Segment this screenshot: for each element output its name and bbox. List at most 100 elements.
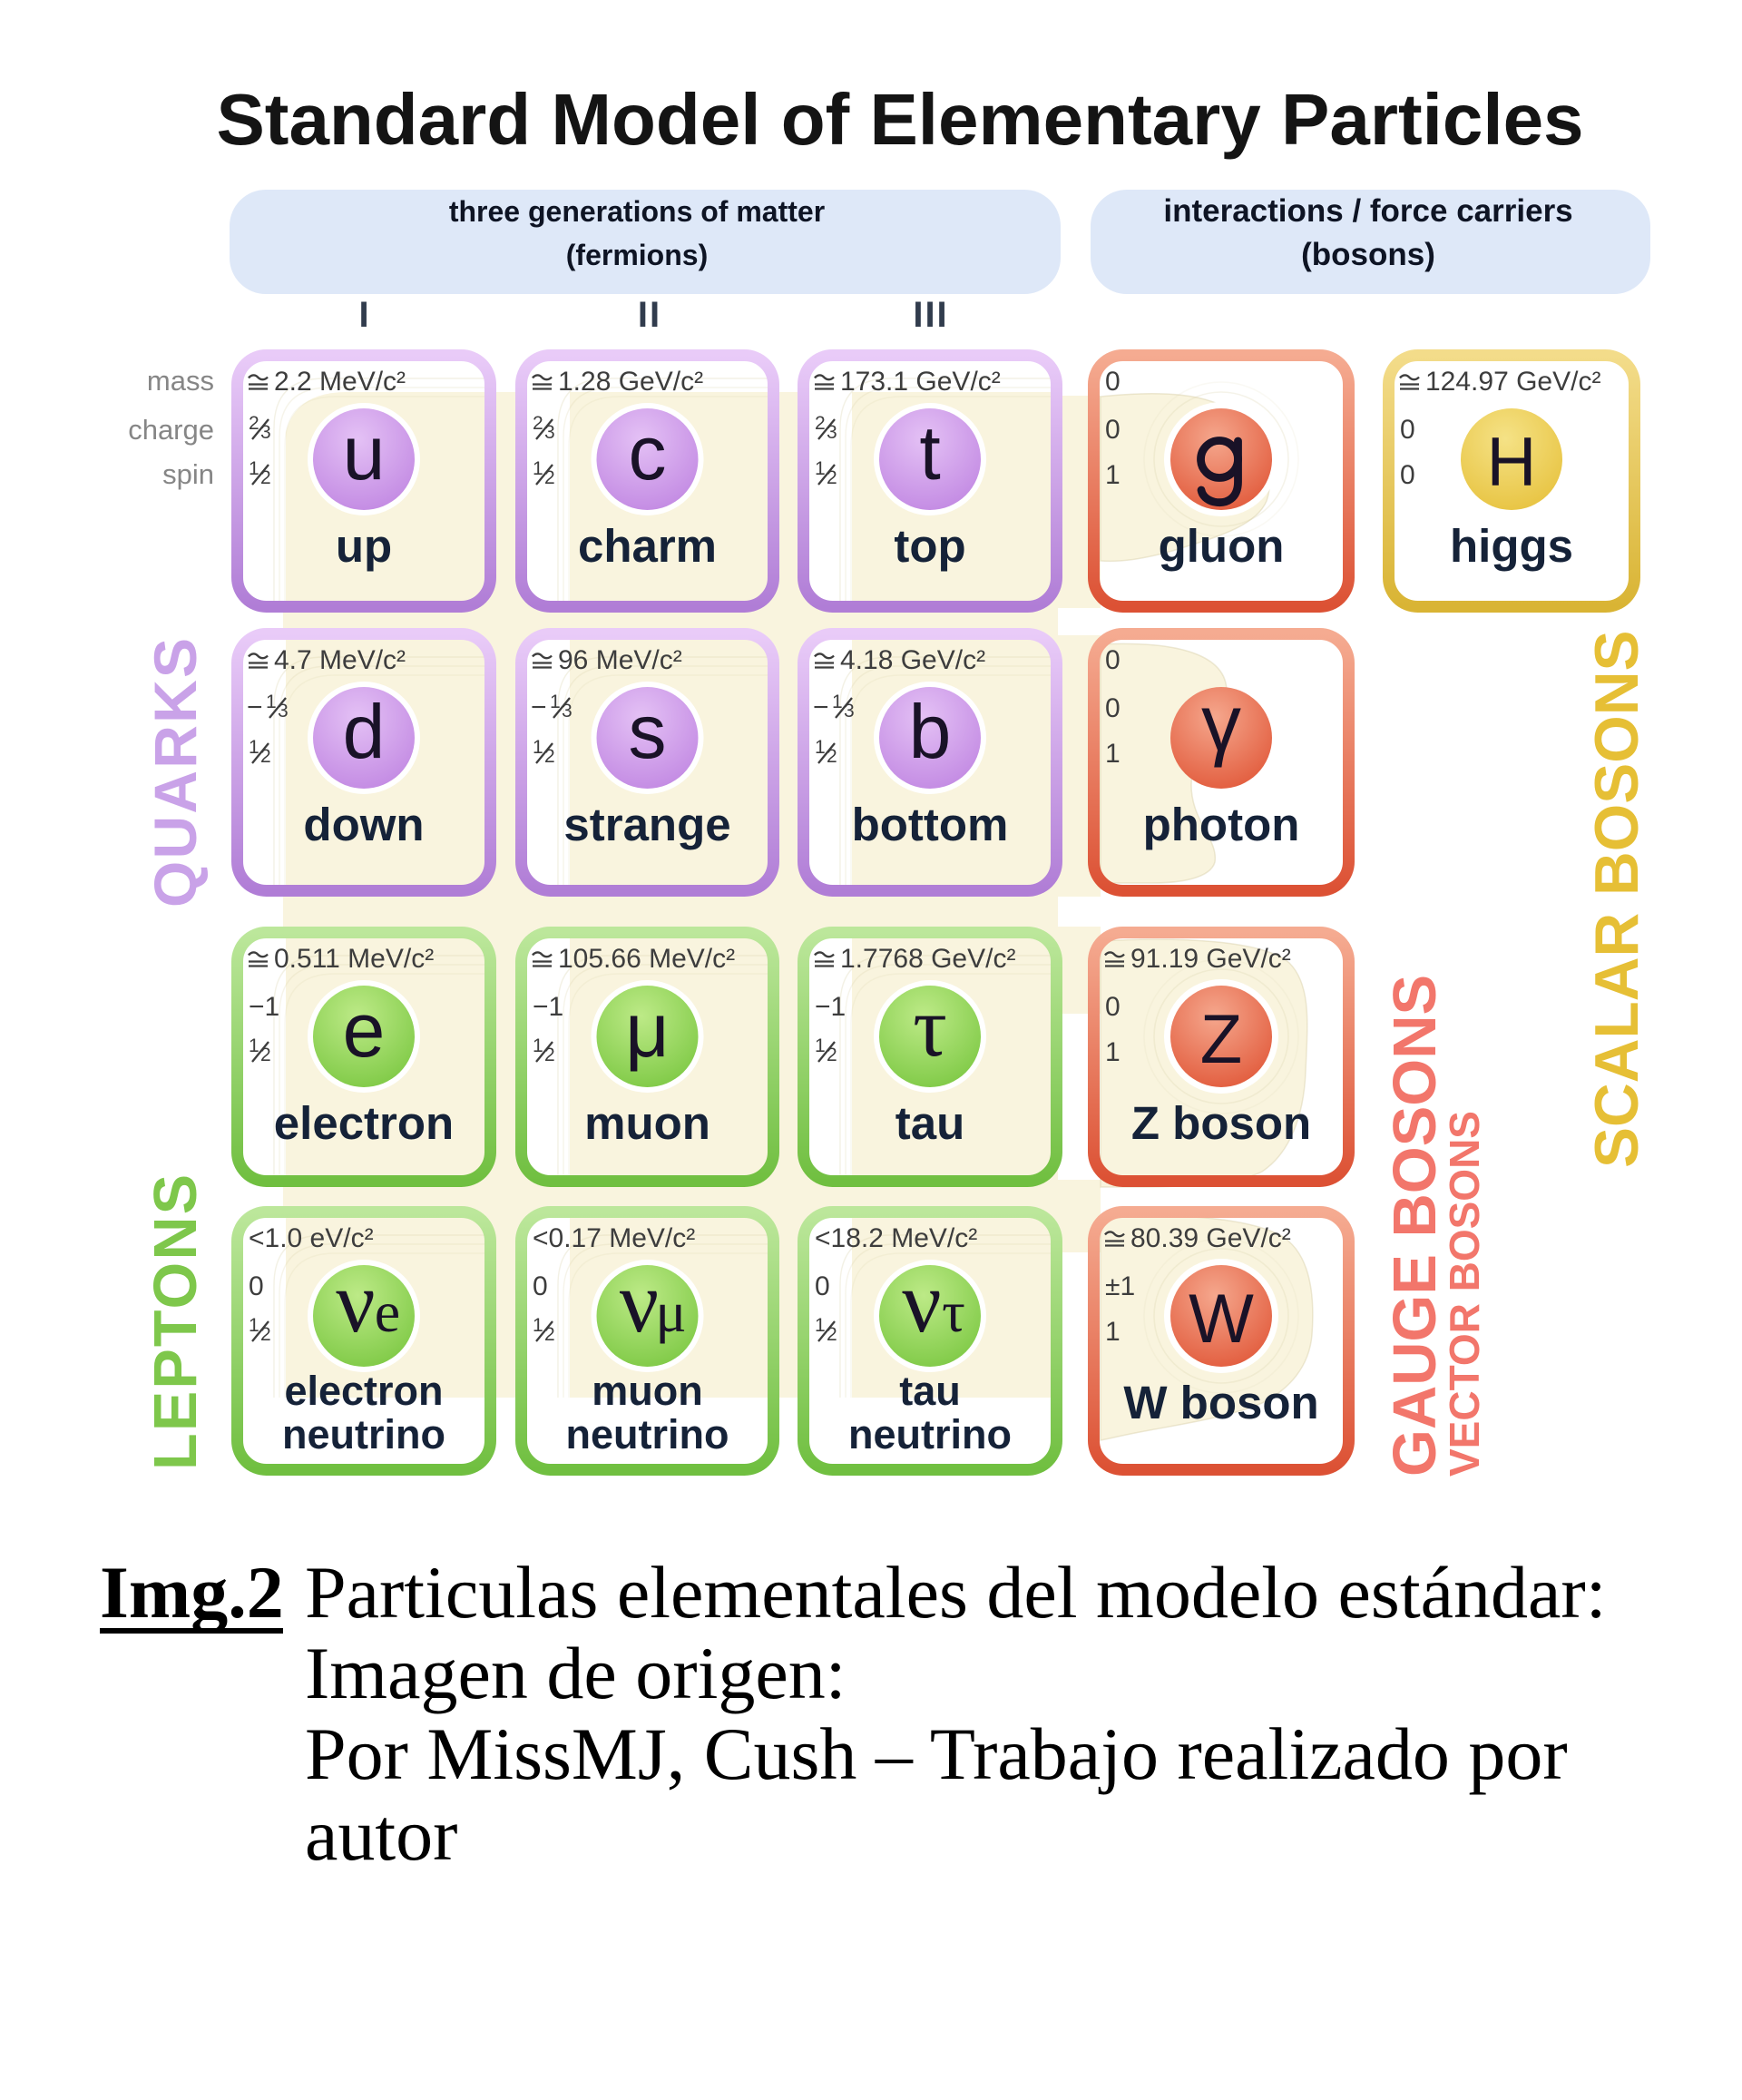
svg-text:Imagen de origen:: Imagen de origen: (305, 1632, 847, 1714)
svg-text:3: 3 (278, 701, 289, 721)
svg-text:3: 3 (844, 701, 855, 721)
svg-text:−1: −1 (533, 992, 563, 1022)
svg-text:2: 2 (544, 1324, 555, 1345)
svg-text:1: 1 (533, 1315, 543, 1336)
svg-text:0: 0 (1400, 415, 1415, 445)
svg-text:173.1 GeV/c²: 173.1 GeV/c² (840, 367, 1001, 397)
svg-text:III: III (913, 295, 948, 335)
svg-text:1.28 GeV/c²: 1.28 GeV/c² (558, 367, 703, 397)
svg-text:higgs: higgs (1450, 520, 1573, 572)
svg-text:2: 2 (260, 1045, 271, 1065)
svg-text:<18.2 MeV/c²: <18.2 MeV/c² (815, 1223, 977, 1253)
svg-text:1: 1 (266, 692, 277, 712)
svg-text:QUARKS: QUARKS (142, 636, 209, 908)
svg-text:0: 0 (249, 1271, 264, 1301)
svg-text:charge: charge (128, 414, 214, 446)
svg-text:II: II (638, 295, 661, 335)
svg-text:muon: muon (592, 1368, 702, 1414)
svg-text:down: down (303, 799, 424, 850)
svg-text:2: 2 (249, 413, 259, 434)
svg-text:1: 1 (249, 458, 259, 479)
svg-text:neutrino: neutrino (282, 1411, 445, 1457)
svg-text:b: b (909, 689, 952, 774)
svg-text:2: 2 (815, 413, 826, 434)
svg-text:spin: spin (162, 458, 214, 490)
svg-text:top: top (894, 520, 965, 572)
svg-text:2: 2 (827, 746, 837, 767)
svg-text:1: 1 (815, 737, 826, 758)
svg-text:muon: muon (584, 1097, 710, 1149)
svg-text:VECTOR BOSONS: VECTOR BOSONS (1441, 1111, 1488, 1477)
svg-text:3: 3 (260, 422, 271, 443)
svg-text:0: 0 (1105, 693, 1121, 723)
svg-text:0: 0 (1105, 415, 1121, 445)
svg-text:2: 2 (260, 467, 271, 488)
svg-text:1: 1 (832, 692, 843, 712)
svg-text:Standard Model of Elementary P: Standard Model of Elementary Particles (216, 79, 1583, 160)
svg-text:2: 2 (827, 1045, 837, 1065)
svg-text:GAUGE BOSONS: GAUGE BOSONS (1382, 975, 1449, 1477)
svg-text:photon: photon (1143, 799, 1300, 850)
svg-text:2: 2 (544, 467, 555, 488)
svg-text:1: 1 (1105, 1317, 1121, 1347)
svg-text:SCALAR BOSONS: SCALAR BOSONS (1583, 630, 1651, 1168)
svg-text:4.7 MeV/c²: 4.7 MeV/c² (274, 645, 406, 675)
svg-text:2: 2 (544, 1045, 555, 1065)
svg-text:105.66 MeV/c²: 105.66 MeV/c² (558, 944, 735, 974)
svg-text:1: 1 (1105, 739, 1121, 769)
svg-text:W boson: W boson (1123, 1377, 1318, 1428)
svg-text:I: I (358, 295, 370, 335)
svg-text:Por MissMJ, Cush – Trabajo rea: Por MissMJ, Cush – Trabajo realizado por (305, 1712, 1568, 1795)
svg-text:1: 1 (815, 1315, 826, 1336)
svg-text:124.97 GeV/c²: 124.97 GeV/c² (1425, 367, 1600, 397)
svg-text:0: 0 (533, 1271, 548, 1301)
svg-text:electron: electron (284, 1368, 443, 1414)
svg-text:ν: ν (336, 1253, 375, 1350)
svg-text:Z boson: Z boson (1131, 1097, 1311, 1149)
svg-text:±1: ±1 (1105, 1271, 1135, 1301)
svg-text:1: 1 (249, 1035, 259, 1056)
svg-text:0: 0 (1105, 367, 1121, 397)
svg-text:<0.17 MeV/c²: <0.17 MeV/c² (533, 1223, 695, 1253)
svg-text:−: − (247, 692, 263, 722)
svg-text:2: 2 (533, 413, 543, 434)
svg-text:W: W (1189, 1281, 1254, 1358)
svg-text:1: 1 (815, 458, 826, 479)
svg-text:ν: ν (620, 1253, 659, 1350)
svg-text:Img.2: Img.2 (100, 1551, 284, 1634)
svg-text:0: 0 (1105, 992, 1121, 1022)
svg-text:neutrino: neutrino (848, 1411, 1012, 1457)
svg-text:1: 1 (533, 458, 543, 479)
svg-text:t: t (919, 410, 940, 496)
svg-text:c: c (629, 410, 667, 496)
svg-text:ν: ν (902, 1253, 941, 1350)
svg-text:96 MeV/c²: 96 MeV/c² (558, 645, 682, 675)
svg-text:charm: charm (578, 520, 717, 572)
svg-text:2: 2 (827, 1324, 837, 1345)
svg-text:2: 2 (260, 1324, 271, 1345)
svg-text:0: 0 (1105, 645, 1121, 675)
svg-text:Z: Z (1200, 1001, 1242, 1078)
svg-text:mass: mass (147, 365, 214, 397)
svg-text:1: 1 (815, 1035, 826, 1056)
svg-text:2: 2 (827, 467, 837, 488)
svg-text:H: H (1487, 424, 1537, 501)
svg-text:LEPTONS: LEPTONS (142, 1173, 210, 1470)
svg-text:1: 1 (550, 692, 561, 712)
svg-text:γ: γ (1201, 678, 1241, 768)
svg-text:neutrino: neutrino (566, 1411, 729, 1457)
svg-text:up: up (336, 520, 392, 572)
svg-text:1: 1 (249, 1315, 259, 1336)
svg-text:91.19 GeV/c²: 91.19 GeV/c² (1130, 944, 1291, 974)
svg-text:2: 2 (260, 746, 271, 767)
svg-text:1: 1 (1105, 1037, 1121, 1067)
svg-text:autor: autor (305, 1793, 457, 1876)
svg-text:(fermions): (fermions) (566, 239, 708, 271)
svg-text:−1: −1 (249, 992, 279, 1022)
svg-text:τ: τ (913, 980, 947, 1075)
svg-text:0: 0 (1400, 460, 1415, 490)
svg-text:1: 1 (533, 737, 543, 758)
svg-text:0.511 MeV/c²: 0.511 MeV/c² (274, 944, 434, 974)
svg-text:−1: −1 (815, 992, 846, 1022)
svg-text:Particulas elementales del mod: Particulas elementales del modelo estánd… (305, 1551, 1606, 1634)
